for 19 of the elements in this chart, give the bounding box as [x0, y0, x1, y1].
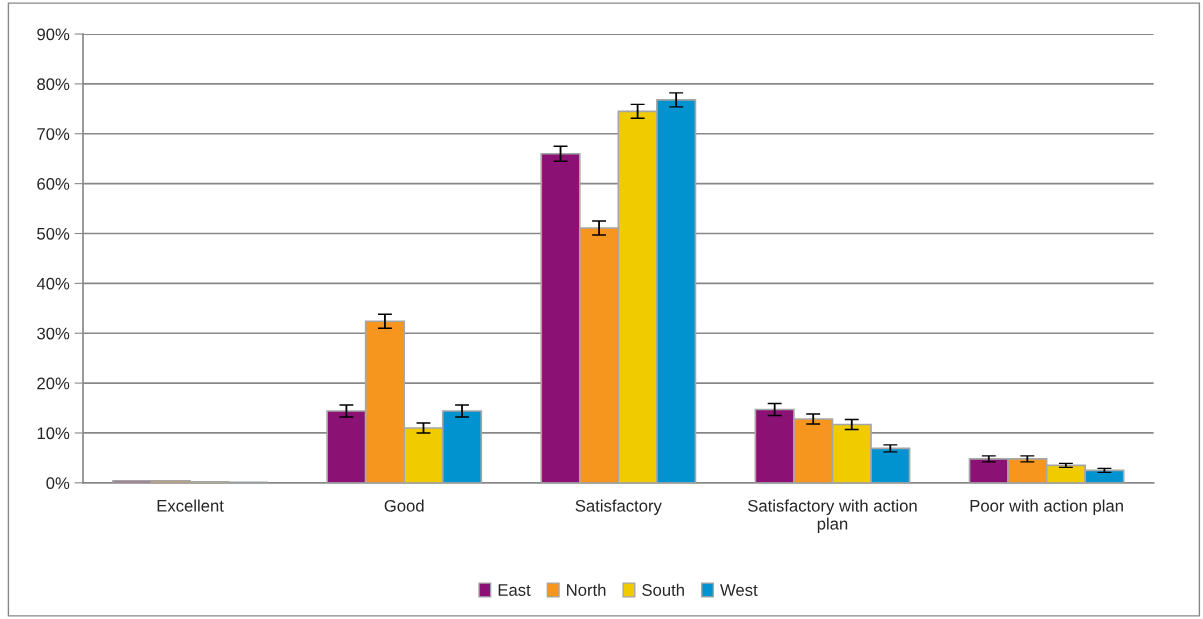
- legend-label: South: [642, 583, 684, 596]
- y-tick-label: 70%: [37, 128, 70, 140]
- x-tick-label: Satisfactory: [575, 499, 662, 516]
- y-tick-label: 60%: [37, 178, 70, 190]
- y-tick-label: 50%: [37, 227, 70, 240]
- legend-label: North: [567, 583, 606, 596]
- y-tick-label: 40%: [36, 277, 70, 290]
- y-tick-label: 10%: [37, 427, 70, 440]
- x-tick-label: Good: [384, 499, 424, 512]
- y-tick-label: 80%: [37, 78, 70, 91]
- y-tick-label: 20%: [37, 377, 70, 390]
- legend-label: East: [498, 584, 531, 596]
- y-tick-label: 30%: [37, 327, 70, 340]
- y-tick-label: 0%: [46, 477, 70, 490]
- y-tick-label: 90%: [37, 28, 70, 41]
- x-tick-label: Poor with action plan: [970, 499, 1123, 516]
- x-tick-label: Excellent: [157, 499, 224, 512]
- x-tick-label: Satisfactory with action plan: [748, 499, 917, 533]
- legend-label: West: [720, 584, 758, 596]
